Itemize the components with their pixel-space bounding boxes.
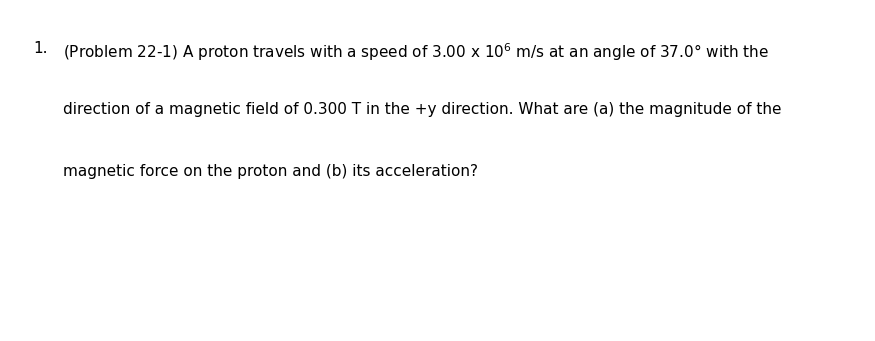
Text: direction of a magnetic field of 0.300 T in the +y direction. What are (a) the m: direction of a magnetic field of 0.300 T… <box>63 102 781 117</box>
Text: magnetic force on the proton and (b) its acceleration?: magnetic force on the proton and (b) its… <box>63 164 478 179</box>
Text: (Problem 22-1) A proton travels with a speed of 3.00 x 10$^{6}$ m/s at an angle : (Problem 22-1) A proton travels with a s… <box>63 41 769 63</box>
Text: 1.: 1. <box>33 41 48 56</box>
